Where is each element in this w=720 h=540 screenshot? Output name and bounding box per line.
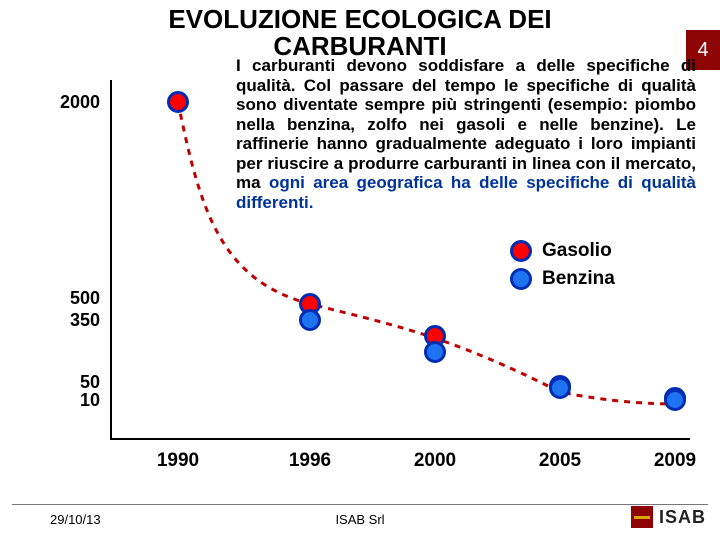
x-tick-label: 2005 xyxy=(520,450,600,472)
x-axis-line xyxy=(110,438,690,440)
plot-area xyxy=(110,80,690,440)
data-point xyxy=(167,91,189,113)
data-point xyxy=(664,389,686,411)
logo-icon xyxy=(631,506,653,528)
page-title: EVOLUZIONE ECOLOGICA DEI CARBURANTI xyxy=(0,0,720,61)
footer-logo: ISAB xyxy=(631,506,706,528)
y-tick-label: 2000 xyxy=(40,92,100,113)
data-point xyxy=(549,377,571,399)
y-tick-label: 500 xyxy=(40,288,100,309)
data-point xyxy=(424,341,446,363)
y-tick-label: 10 xyxy=(40,390,100,411)
x-tick-label: 1996 xyxy=(270,450,350,472)
logo-text: ISAB xyxy=(659,507,706,528)
x-tick-label: 2009 xyxy=(635,450,715,472)
page: EVOLUZIONE ECOLOGICA DEI CARBURANTI 4 I … xyxy=(0,0,720,540)
x-tick-label: 2000 xyxy=(395,450,475,472)
chart: Contenuto di zolfo (ppm) 20005003505010 … xyxy=(10,80,710,480)
trend-curve xyxy=(110,80,690,410)
footer-center: ISAB Srl xyxy=(0,512,720,527)
x-tick-label: 1990 xyxy=(138,450,218,472)
y-tick-label: 350 xyxy=(40,310,100,331)
footer-rule xyxy=(12,504,708,505)
title-line1: EVOLUZIONE ECOLOGICA DEI xyxy=(168,4,551,34)
footer: 29/10/13 ISAB Srl ISAB xyxy=(0,504,720,534)
data-point xyxy=(299,309,321,331)
